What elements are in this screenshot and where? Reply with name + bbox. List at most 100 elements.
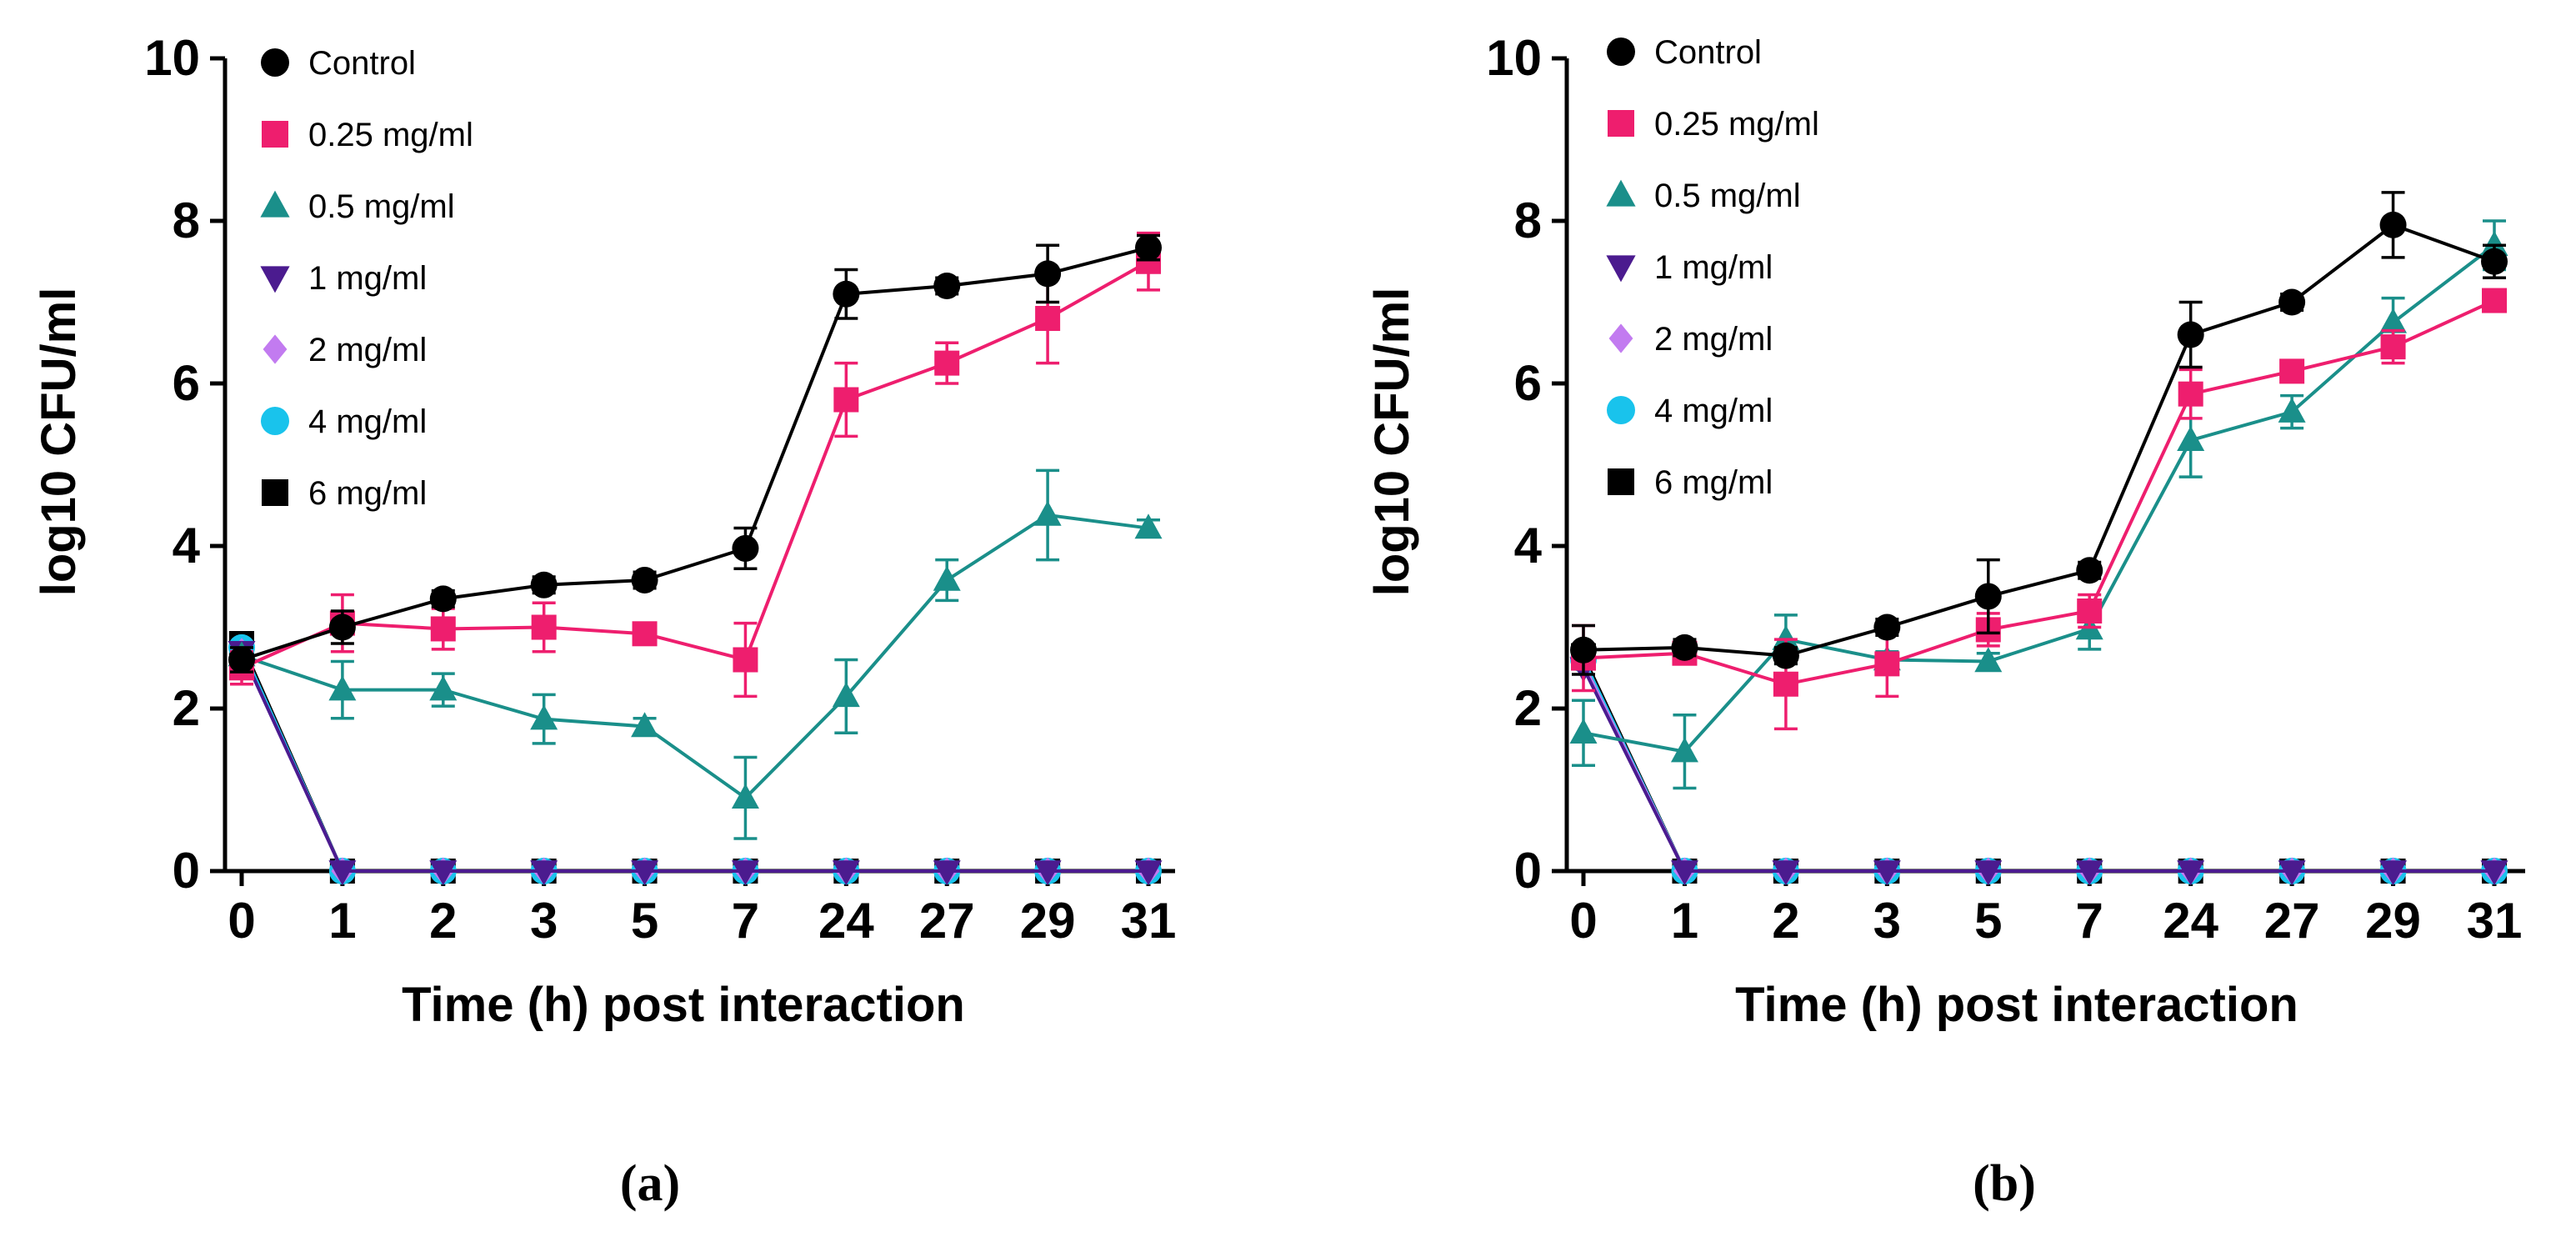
legend-marker <box>263 334 288 364</box>
data-point <box>2177 426 2205 451</box>
legend-marker <box>262 121 288 148</box>
data-point <box>1035 306 1061 331</box>
series-line <box>1582 663 2494 873</box>
legend-item: 2 mg/ml <box>263 332 427 368</box>
legend-label: 0.5 mg/ml <box>1654 178 1801 214</box>
data-point <box>1974 583 2002 610</box>
data-point <box>1671 634 1698 661</box>
data-point <box>430 616 456 642</box>
plot-area <box>228 231 1163 886</box>
legend-item: 0.5 mg/ml <box>260 188 455 225</box>
legend-marker <box>1606 179 1636 207</box>
legend-item: 6 mg/ml <box>1608 464 1773 501</box>
data-point <box>1034 260 1062 288</box>
legend-item: 4 mg/ml <box>261 403 427 440</box>
legend-label: 2 mg/ml <box>308 332 427 368</box>
data-point <box>731 784 759 809</box>
legend-label: 0.5 mg/ml <box>308 188 455 225</box>
data-point <box>632 621 658 647</box>
legend-marker <box>1607 38 1635 66</box>
series-0-25-mg-ml <box>1571 288 2507 731</box>
y-tick-label: 0 <box>1514 843 1542 899</box>
series-control <box>228 233 1162 674</box>
series-6-mg-ml <box>1571 643 2507 884</box>
data-point <box>2278 288 2306 316</box>
data-point <box>933 565 961 591</box>
y-tick-label: 2 <box>1514 680 1542 736</box>
data-point <box>328 860 357 886</box>
legend-label: Control <box>1654 34 1762 71</box>
x-tick-label: 7 <box>732 893 759 949</box>
chart-panel-b: log10 CFU/ml Time (h) post interaction (… <box>1365 30 2525 1212</box>
data-point <box>429 675 458 701</box>
legend-label: 4 mg/ml <box>308 403 427 440</box>
data-point <box>2480 860 2508 886</box>
x-axis-title: Time (h) post interaction <box>402 978 965 1032</box>
data-point <box>1874 651 1900 677</box>
series-line <box>240 647 1148 873</box>
x-tick-label: 0 <box>228 893 255 949</box>
data-point <box>631 566 658 593</box>
x-tick-label: 1 <box>328 893 356 949</box>
legend-label: Control <box>308 45 416 82</box>
data-point <box>2481 248 2508 275</box>
legend-label: 0.25 mg/ml <box>308 117 473 153</box>
y-axis-title: log10 CFU/ml <box>1365 288 1419 597</box>
data-point <box>1134 860 1163 886</box>
legend-item: 6 mg/ml <box>262 475 427 512</box>
data-point <box>2482 288 2507 313</box>
legend-label: 1 mg/ml <box>308 260 427 297</box>
data-point <box>1772 624 1800 650</box>
data-point <box>733 647 758 673</box>
y-tick-label: 10 <box>1486 30 1542 86</box>
x-tick-label: 2 <box>429 893 457 949</box>
y-tick-label: 6 <box>1514 355 1542 411</box>
x-tick-label: 27 <box>2264 893 2320 949</box>
data-point <box>1570 636 1597 664</box>
y-tick-label: 2 <box>173 680 200 736</box>
series-line <box>241 246 1149 662</box>
data-point <box>429 860 458 886</box>
legend-label: 6 mg/ml <box>1654 464 1773 501</box>
data-point <box>2379 308 2408 333</box>
data-point <box>530 860 558 886</box>
data-point <box>631 860 659 886</box>
x-axis-title: Time (h) post interaction <box>1735 978 2298 1032</box>
data-point <box>833 387 859 413</box>
data-point <box>531 614 557 640</box>
legend-marker <box>260 266 290 293</box>
x-tick-label: 5 <box>631 893 658 949</box>
series-2-mg-ml <box>1572 649 2506 885</box>
legend-marker <box>1607 396 1635 424</box>
data-point <box>2178 381 2203 407</box>
data-point <box>2279 358 2305 384</box>
series-4-mg-ml <box>228 634 1162 884</box>
legend: Control 0.25 mg/ml 0.5 mg/ml 1 mg/ml 2 mg/ml… <box>1606 34 1819 501</box>
series-line <box>1583 243 2496 754</box>
legend-item: 0.25 mg/ml <box>262 117 473 153</box>
legend-label: 6 mg/ml <box>308 475 427 512</box>
data-point <box>833 280 860 308</box>
data-point <box>2177 321 2204 348</box>
data-point <box>1134 513 1163 539</box>
series-line <box>1582 659 2494 873</box>
data-point <box>1569 719 1598 744</box>
x-tick-label: 31 <box>1121 893 1177 949</box>
y-axis-title: log10 CFU/ml <box>32 288 86 597</box>
panel-label: (a) <box>620 1155 680 1212</box>
legend-marker <box>1608 110 1634 137</box>
data-point <box>1670 860 1698 886</box>
legend-marker <box>1608 323 1633 353</box>
x-tick-label: 3 <box>530 893 558 949</box>
data-point <box>2480 231 2508 256</box>
legend: Control 0.25 mg/ml 0.5 mg/ml 1 mg/ml 2 mg/ml… <box>260 45 473 512</box>
data-point <box>1033 860 1062 886</box>
data-point <box>2379 860 2408 886</box>
legend-marker <box>262 479 288 506</box>
data-point <box>2075 860 2103 886</box>
data-point <box>2076 557 2103 584</box>
data-point <box>732 534 759 562</box>
data-point <box>2278 397 2306 423</box>
x-tick-label: 7 <box>2076 893 2103 949</box>
